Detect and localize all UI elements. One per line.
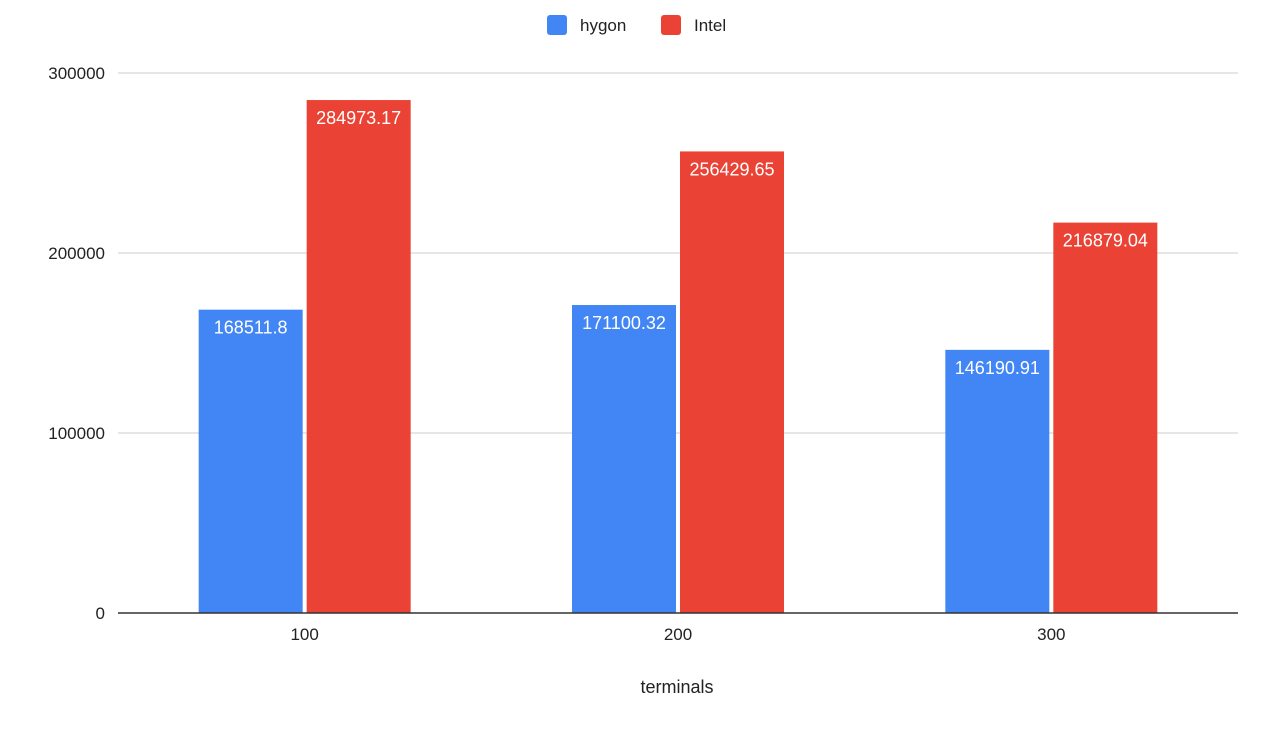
y-axis-tick-labels: 0 100000 200000 300000 bbox=[48, 64, 105, 623]
data-label: 171100.32 bbox=[582, 313, 666, 333]
y-tick-label: 100000 bbox=[48, 424, 105, 443]
bar-intel-100 bbox=[306, 100, 411, 614]
x-axis-title: terminals bbox=[640, 677, 713, 697]
data-label: 256429.65 bbox=[689, 159, 774, 179]
legend-swatch-intel bbox=[661, 15, 681, 35]
legend-label: hygon bbox=[580, 16, 626, 35]
data-label: 168511.8 bbox=[214, 318, 288, 338]
bar-hygon-200 bbox=[572, 305, 676, 613]
y-tick-label: 300000 bbox=[48, 64, 105, 83]
gridlines bbox=[118, 72, 1238, 434]
x-axis-tick-labels: 100 200 300 bbox=[290, 625, 1065, 644]
bar-intel-200 bbox=[680, 151, 784, 613]
bar-hygon-100 bbox=[198, 309, 303, 613]
legend-label: Intel bbox=[694, 16, 726, 35]
data-label: 216879.04 bbox=[1063, 231, 1148, 251]
x-tick-label: 200 bbox=[664, 625, 692, 644]
data-label: 146190.91 bbox=[955, 358, 1040, 378]
chart-legend: hygon Intel bbox=[547, 15, 726, 35]
legend-swatch-hygon bbox=[547, 15, 567, 35]
data-label: 284973.17 bbox=[316, 108, 401, 128]
y-tick-label: 200000 bbox=[48, 244, 105, 263]
bar-hygon-300 bbox=[945, 349, 1050, 613]
y-tick-label: 0 bbox=[96, 604, 105, 623]
bars: 168511.8 284973.17 171100.32 256429.65 14619… bbox=[198, 100, 1158, 614]
x-tick-label: 100 bbox=[290, 625, 318, 644]
x-tick-label: 300 bbox=[1037, 625, 1065, 644]
bar-intel-300 bbox=[1053, 222, 1158, 613]
